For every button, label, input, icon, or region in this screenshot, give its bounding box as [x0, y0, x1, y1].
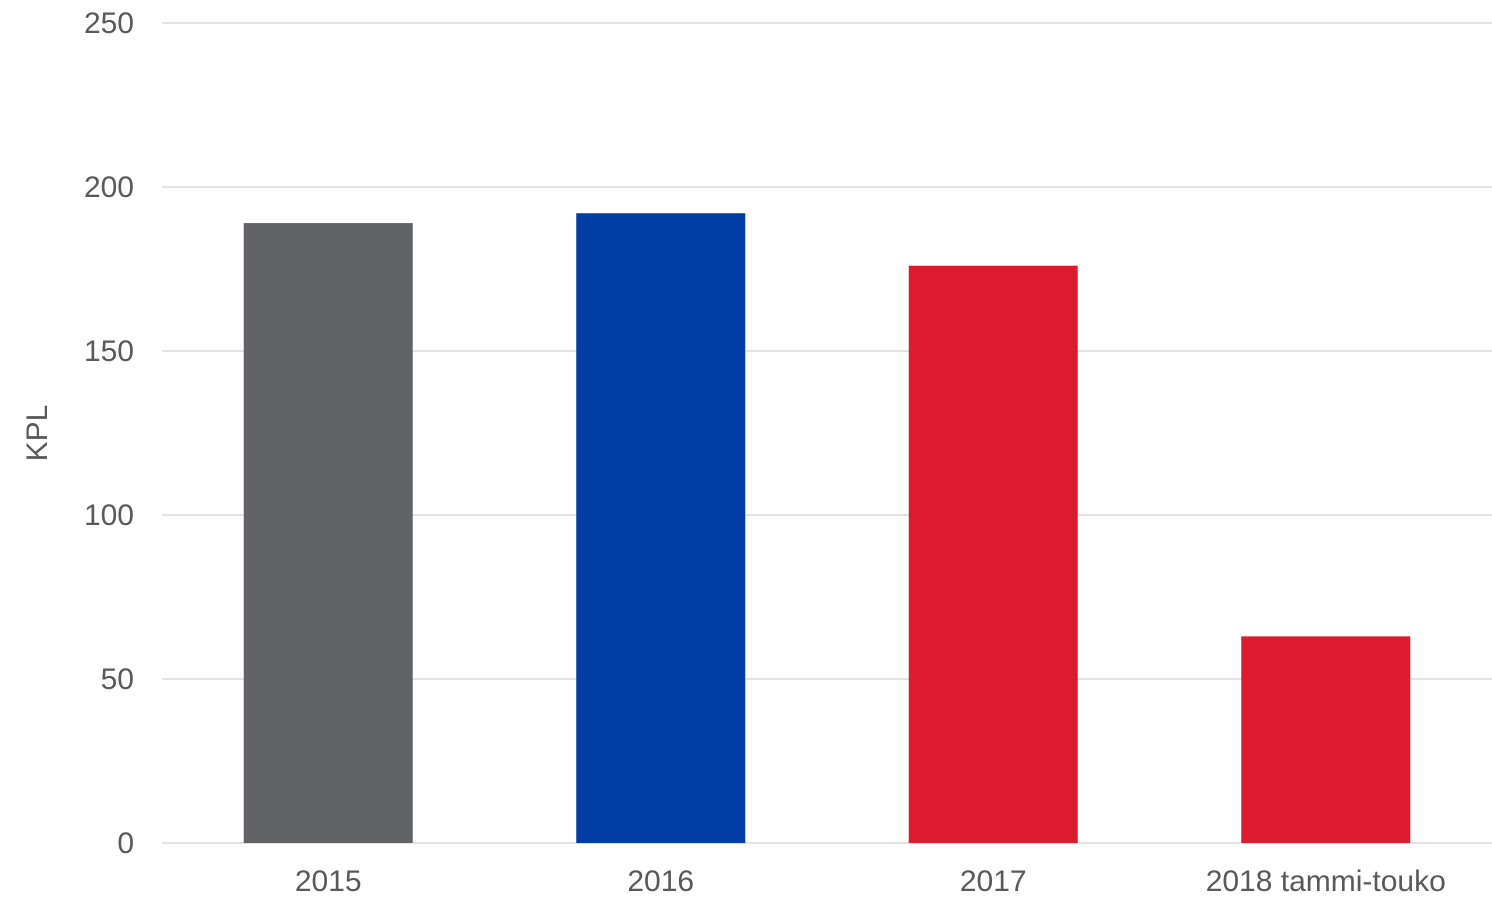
y-tick-label: 150 [84, 335, 134, 368]
x-tick-label: 2015 [295, 865, 362, 897]
bar-2016 [576, 213, 746, 844]
bar-2015 [243, 223, 413, 843]
y-tick-label: 0 [117, 827, 134, 860]
y-tick-label: 250 [84, 7, 134, 40]
x-tick-label: 2016 [627, 865, 694, 897]
y-axis-title: KPL [21, 405, 54, 462]
bar-2018 [1241, 636, 1411, 843]
y-axis-ticks: 0 50 100 150 200 250 [84, 7, 134, 860]
x-tick-label: 2018 tammi-touko [1206, 865, 1446, 897]
x-axis-ticks: 2015 2016 2017 2018 tammi-touko [295, 865, 1446, 897]
y-tick-label: 200 [84, 171, 134, 204]
y-tick-label: 100 [84, 499, 134, 532]
bar-2017 [908, 265, 1078, 844]
x-tick-label: 2017 [960, 865, 1027, 897]
y-tick-label: 50 [101, 663, 134, 696]
bars [243, 213, 1411, 844]
